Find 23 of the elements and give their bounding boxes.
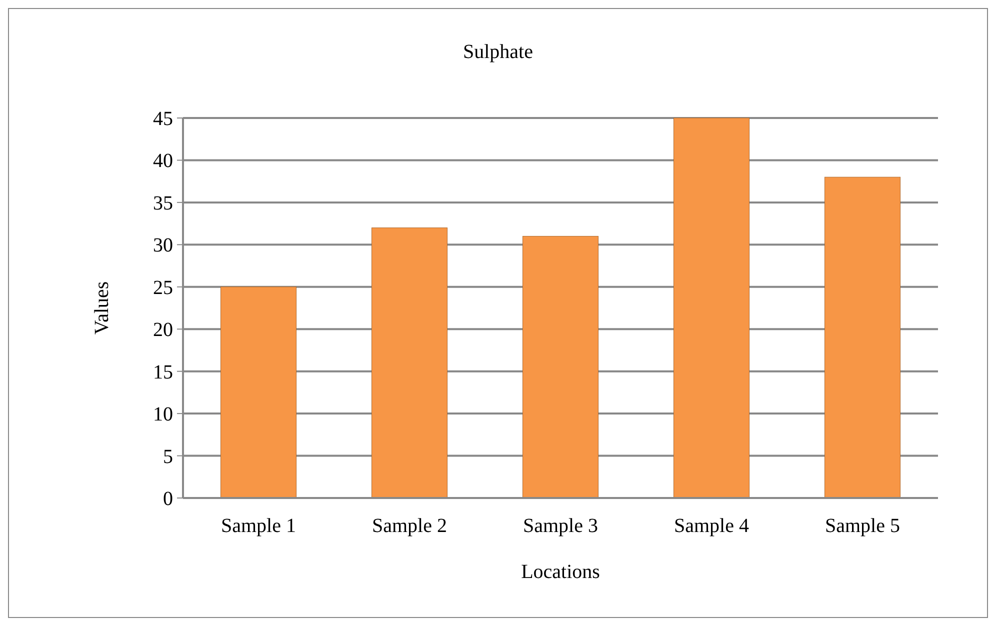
bar — [522, 236, 598, 498]
y-tick-label: 20 — [153, 319, 173, 342]
y-tick-label: 30 — [153, 234, 173, 257]
y-tick-label: 40 — [153, 150, 173, 172]
x-tick-label: Sample 4 — [674, 515, 749, 537]
x-tick-label: Sample 2 — [372, 515, 447, 537]
y-tick-label: 15 — [153, 361, 173, 384]
bar — [824, 176, 900, 498]
bar — [220, 286, 296, 498]
x-tick-label: Sample 5 — [825, 515, 900, 537]
bar — [372, 228, 448, 498]
y-tick-label: 45 — [153, 108, 173, 130]
y-tick-label: 25 — [153, 276, 173, 299]
chart-title: Sulphate — [463, 41, 534, 63]
y-tick-label: 10 — [153, 404, 173, 426]
bar — [674, 118, 750, 498]
x-tick-label: Sample 1 — [221, 515, 296, 537]
x-axis-title: Locations — [521, 561, 600, 583]
y-axis-title: Values — [91, 281, 113, 335]
y-tick-label: 5 — [163, 446, 173, 468]
x-tick-label: Sample 3 — [523, 515, 598, 537]
y-tick-label: 0 — [163, 488, 173, 510]
y-tick-label: 35 — [153, 192, 173, 214]
